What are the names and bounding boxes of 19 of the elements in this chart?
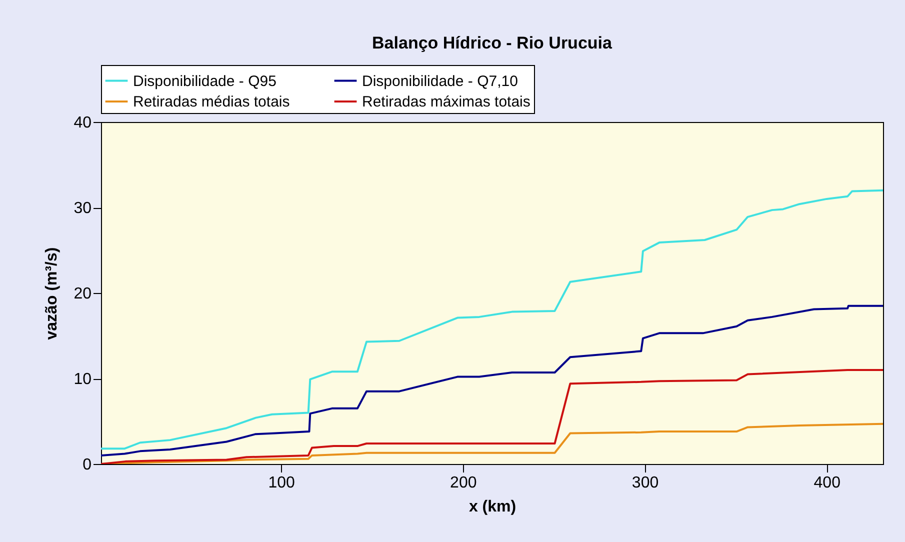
y-tick-label: 30 (74, 200, 92, 217)
y-axis-title: vazão (m³/s) (44, 247, 61, 340)
legend-label: Disponibilidade - Q7,10 (362, 72, 518, 90)
y-tick-label: 0 (82, 456, 92, 474)
chart-title: Balanço Hídrico - Rio Urucuia (372, 34, 612, 52)
x-tick-label: 300 (632, 474, 659, 492)
legend-label: Retiradas médias totais (133, 94, 290, 110)
x-axis-title: x (km) (468, 498, 516, 516)
x-tick-label: 200 (450, 474, 477, 492)
legend-label: Retiradas máximas totais (362, 94, 530, 110)
line-series (101, 368, 883, 464)
x-tick-label: 400 (814, 474, 841, 492)
line-series (101, 304, 883, 456)
x-tick-label: 100 (268, 474, 295, 492)
legend-label: Disponibilidade - Q95 (133, 72, 276, 90)
y-tick-label: 40 (74, 114, 92, 132)
y-tick-label: 20 (74, 286, 92, 302)
y-tick-label: 10 (74, 371, 92, 388)
line-series (101, 189, 883, 450)
